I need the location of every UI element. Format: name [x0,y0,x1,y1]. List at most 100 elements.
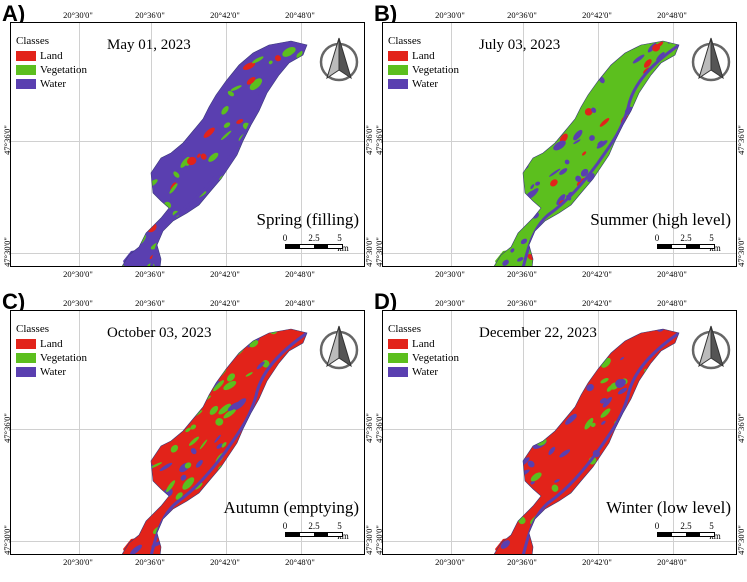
grid-line [79,311,80,554]
grid-line [383,253,736,254]
legend-swatch [16,339,36,349]
map-frame [10,22,365,267]
legend-item: Land [388,49,459,63]
legend-swatch [388,353,408,363]
scale-segment [328,533,342,536]
latitude-label-right: 47°36'0" [736,125,746,155]
grid-line [523,23,524,266]
legend: Classes Land Vegetation Water [388,324,459,379]
scale-segment [672,533,686,536]
legend-item: Land [388,337,459,351]
scale-labels: 0 2.5 5 km [654,521,721,541]
grid-line [301,23,302,266]
legend-item: Water [16,77,87,91]
grid-line [11,253,364,254]
grid-line [301,311,302,554]
legend-swatch [16,79,36,89]
longitude-label-bottom: 20°36'0" [507,269,537,279]
map-panel: D) 20°30'0" 20°30'0" 20°36'0" 20°36'0" 20°42'… [372,288,747,580]
legend-label: Water [412,365,438,378]
legend-item: Water [16,365,87,379]
legend: Classes Land Vegetation Water [16,324,87,379]
scale-labels: 0 2.5 5 km [283,233,349,253]
scale-tick-label: 2.5 [680,521,692,531]
north-arrow-icon [691,36,731,89]
scale-labels: 0 2.5 5 km [655,233,721,253]
panel-letter: A) [2,1,26,26]
scale-segment [286,245,300,248]
longitude-label-bottom: 20°30'0" [63,557,93,567]
latitude-label-right: 47°30'0" [736,525,746,555]
legend-label: Water [40,77,66,90]
legend-swatch [388,79,408,89]
lake-classification-map [119,328,308,554]
grid-line [673,23,674,266]
legend-swatch [388,51,408,61]
scale-segment [300,245,314,248]
scale-tick-label: 0 [654,521,660,531]
longitude-label-bottom: 20°48'0" [657,557,687,567]
legend-swatch [16,65,36,75]
longitude-label-bottom: 20°36'0" [507,557,537,567]
legend-label: Land [40,49,63,62]
longitude-label-bottom: 20°30'0" [435,269,465,279]
legend-label: Water [412,77,438,90]
scale-bar-graphic [657,532,715,537]
grid-line [383,541,736,542]
legend-title: Classes [388,35,421,47]
panel-letter: C) [2,289,26,314]
legend-label: Vegetation [40,63,88,76]
legend: Classes Land Vegetation Water [16,36,87,91]
panel-letter: B) [374,1,398,26]
legend-item: Vegetation [388,351,459,365]
longitude-label-top: 20°36'0" [135,10,165,20]
legend-swatch [388,65,408,75]
longitude-label-bottom: 20°30'0" [63,269,93,279]
scale-segment [686,245,700,248]
longitude-label-top: 20°36'0" [507,298,537,308]
map-frame [382,310,737,555]
legend-label: Water [40,365,66,378]
longitude-label-top: 20°42'0" [582,10,612,20]
longitude-label-top: 20°36'0" [507,10,537,20]
longitude-label-top: 20°42'0" [582,298,612,308]
legend-title: Classes [16,35,49,47]
longitude-label-top: 20°48'0" [657,298,687,308]
scale-tick-label: 2.5 [308,233,320,243]
grid-line [451,23,452,266]
longitude-label-bottom: 20°36'0" [135,557,165,567]
scale-labels: 0 2.5 5 km [282,521,349,541]
grid-line [673,311,674,554]
map-date: July 03, 2023 [479,37,561,53]
scale-tick-label: 0 [282,521,288,531]
longitude-label-top: 20°30'0" [63,298,93,308]
legend-item: Vegetation [388,63,459,77]
legend-label: Vegetation [412,351,460,364]
longitude-label-top: 20°30'0" [435,298,465,308]
scale-tick-label: 5 km [709,521,721,541]
grid-line [11,541,364,542]
map-date: May 01, 2023 [107,37,191,53]
longitude-label-bottom: 20°42'0" [210,557,240,567]
scale-bar-graphic [657,244,715,249]
scale-segment [314,245,328,248]
lake-classification-map [491,40,680,266]
legend-title: Classes [388,323,421,335]
lake-classification-map [119,40,308,266]
scale-tick-label: 5 km [337,521,349,541]
scale-bar: 0 2.5 5 km [282,521,349,541]
legend-item: Land [16,337,87,351]
longitude-label-top: 20°48'0" [285,10,315,20]
season-label: Autumn (emptying) [223,498,359,517]
longitude-label-bottom: 20°48'0" [285,269,315,279]
scale-segment [700,245,714,248]
map-panel: B) 20°30'0" 20°30'0" 20°36'0" 20°36'0" 20°42'… [372,0,747,292]
scale-segment [300,533,314,536]
scale-segment [328,245,342,248]
season-label: Winter (low level) [606,498,731,517]
map-panel: C) 20°30'0" 20°30'0" 20°36'0" 20°36'0" 20°42'… [0,288,375,580]
grid-line [151,23,152,266]
scale-segment [686,533,700,536]
legend-item: Water [388,365,459,379]
latitude-label-right: 47°30'0" [736,237,746,267]
